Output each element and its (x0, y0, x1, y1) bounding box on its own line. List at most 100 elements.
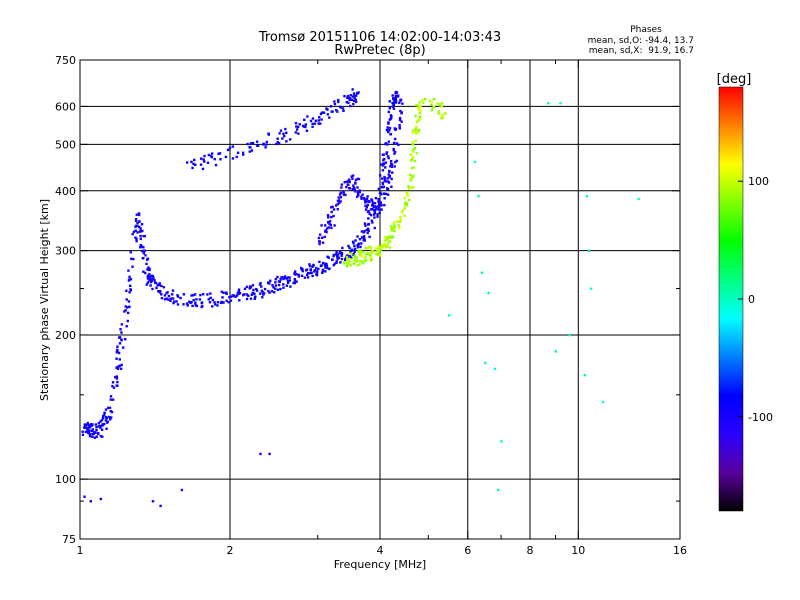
data-point (242, 153, 245, 156)
data-point (214, 303, 217, 306)
data-point (298, 123, 301, 126)
data-point (398, 118, 402, 122)
data-point (383, 177, 387, 181)
data-point (394, 127, 398, 131)
data-point (258, 283, 262, 286)
data-point (166, 291, 169, 294)
data-point (110, 416, 113, 419)
data-point (213, 301, 216, 304)
data-point (264, 146, 267, 149)
data-point (101, 415, 105, 418)
data-point (241, 151, 245, 154)
data-point (150, 279, 153, 283)
data-point (208, 301, 212, 304)
data-point (86, 431, 90, 435)
data-point (315, 266, 318, 270)
data-point (172, 297, 175, 300)
data-point (211, 298, 215, 302)
data-point (379, 201, 383, 204)
data-point (381, 169, 385, 172)
data-point (418, 115, 422, 118)
data-point (345, 185, 348, 189)
data-point (395, 220, 399, 223)
data-point (414, 114, 417, 118)
data-point (411, 131, 415, 134)
data-point (340, 252, 344, 255)
data-point (105, 427, 108, 430)
data-point (260, 289, 264, 293)
data-point (357, 194, 360, 197)
data-point (364, 252, 367, 256)
data-point (250, 293, 254, 296)
data-point (410, 166, 414, 170)
data-point (201, 293, 205, 296)
data-point (419, 104, 422, 108)
data-point (194, 163, 197, 166)
data-point (151, 287, 154, 291)
data-point (172, 300, 176, 303)
data-point (201, 304, 204, 308)
data-point (286, 276, 290, 279)
data-point (383, 157, 386, 161)
data-point (216, 301, 220, 304)
data-point (357, 91, 360, 94)
data-point (103, 413, 106, 417)
data-point (297, 273, 300, 277)
data-point (346, 254, 349, 257)
data-point (149, 276, 152, 279)
data-point (320, 236, 324, 239)
data-point (356, 192, 360, 195)
data-point (118, 364, 122, 367)
data-point (134, 217, 138, 221)
data-point (330, 226, 333, 230)
data-point (371, 201, 375, 205)
data-point (354, 178, 358, 182)
colorbar-tick-label: 100 (748, 175, 769, 188)
data-point (356, 246, 360, 249)
data-point (265, 140, 269, 144)
data-point (125, 289, 128, 293)
data-point (430, 109, 434, 112)
data-point (416, 131, 420, 134)
data-point (386, 155, 390, 158)
data-point (589, 287, 593, 290)
x-tick-label: 6 (464, 544, 471, 557)
data-point (337, 256, 341, 259)
data-point (348, 260, 351, 264)
data-point (136, 221, 139, 225)
data-point (317, 240, 321, 243)
data-point (390, 115, 393, 118)
data-point (353, 248, 357, 251)
data-point (361, 250, 365, 254)
data-point (364, 208, 368, 211)
data-point (272, 286, 275, 289)
data-point (277, 283, 281, 287)
data-point (354, 94, 358, 97)
data-point (132, 257, 135, 261)
data-point (242, 293, 245, 297)
x-axis-label: Frequency [MHz] (334, 558, 426, 571)
data-point (356, 91, 359, 95)
data-point (175, 300, 178, 303)
data-point (354, 98, 357, 101)
data-point (411, 140, 415, 144)
data-point (409, 179, 412, 182)
data-point (112, 386, 116, 389)
data-point (339, 200, 342, 203)
y-tick-label: 300 (55, 245, 76, 258)
data-point (259, 292, 262, 295)
data-point (115, 384, 118, 387)
data-point (91, 432, 94, 436)
data-point (353, 250, 356, 254)
data-point (286, 281, 290, 284)
data-point (249, 297, 253, 300)
data-point (366, 223, 370, 226)
data-point (380, 208, 383, 211)
data-point (301, 267, 304, 271)
data-point (88, 424, 92, 428)
data-point (91, 428, 94, 431)
data-point (334, 108, 338, 112)
data-point (348, 252, 351, 256)
data-point (408, 198, 411, 202)
data-point (95, 426, 98, 429)
